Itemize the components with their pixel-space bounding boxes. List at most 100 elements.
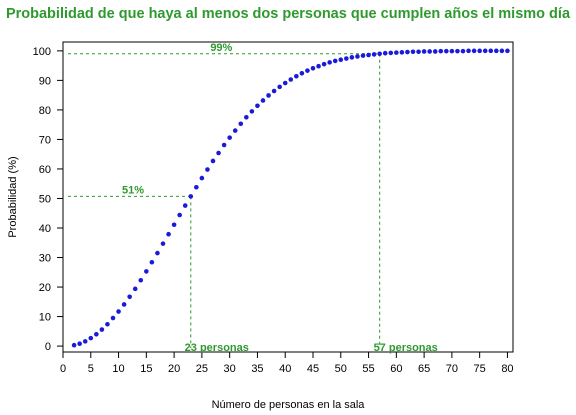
- x-tick-label: 75: [474, 363, 486, 375]
- data-point: [138, 277, 144, 283]
- data-point: [177, 212, 182, 218]
- data-point: [266, 93, 271, 98]
- data-point: [82, 339, 88, 344]
- x-tick-label: 10: [112, 363, 124, 375]
- data-point: [338, 57, 344, 63]
- data-point: [405, 49, 410, 55]
- data-point: [388, 50, 394, 56]
- data-point: [399, 50, 405, 55]
- data-point: [249, 109, 255, 114]
- data-point: [244, 114, 249, 120]
- x-tick-label: 35: [251, 363, 263, 375]
- x-axis-label: Número de personas en la sala: [212, 399, 366, 411]
- data-point: [238, 121, 244, 127]
- data-point: [171, 222, 177, 228]
- data-point: [416, 49, 421, 55]
- data-point: [466, 48, 471, 54]
- data-point: [205, 167, 210, 172]
- annotations: 51% 99% 23 personas 57 personas: [122, 42, 438, 354]
- y-tick-label: 100: [33, 46, 51, 58]
- x-tick-label: 70: [446, 363, 458, 375]
- data-point: [444, 48, 449, 54]
- data-point: [332, 58, 338, 64]
- data-point: [355, 54, 360, 59]
- y-tick-label: 40: [39, 223, 51, 235]
- y-tick-label: 60: [39, 164, 51, 176]
- data-point: [182, 203, 188, 208]
- chart-title: Probabilidad de que haya al menos dos pe…: [5, 6, 571, 22]
- y-tick-label: 20: [39, 282, 51, 294]
- x-tick-label: 60: [390, 363, 402, 375]
- x-tick-label: 40: [279, 363, 291, 375]
- data-point: [210, 158, 216, 164]
- data-point: [166, 231, 171, 237]
- data-point: [310, 65, 316, 71]
- x-axis: 0 5 10 15 20 25 30 35 40 45 50 55 60 65 70 75 80: [60, 351, 514, 375]
- data-point: [432, 49, 438, 54]
- y-axis: 0 10 20 30 40 50 60 70 80 90 100: [33, 46, 64, 353]
- data-point: [438, 48, 444, 54]
- annotation-label: 57 personas: [374, 342, 438, 354]
- data-point: [127, 294, 132, 300]
- data-point: [149, 259, 155, 265]
- data-point: [349, 55, 355, 60]
- data-point: [188, 194, 194, 199]
- x-tick-label: 15: [140, 363, 152, 375]
- data-point: [421, 49, 427, 54]
- data-point: [294, 73, 299, 79]
- data-point: [94, 331, 99, 337]
- x-tick-label: 80: [501, 363, 513, 375]
- data-point: [260, 98, 266, 103]
- data-point: [155, 250, 160, 256]
- data-point: [477, 48, 482, 54]
- data-point: [360, 53, 366, 58]
- data-point: [216, 150, 221, 156]
- plot-frame: [62, 41, 514, 353]
- y-tick-label: 90: [39, 75, 51, 87]
- data-point: [199, 175, 205, 181]
- data-point: [366, 52, 371, 58]
- x-tick-label: 45: [307, 363, 319, 375]
- data-point: [455, 48, 460, 54]
- annotation-label: 23 personas: [185, 342, 249, 354]
- data-point: [132, 286, 138, 292]
- data-point: [371, 52, 377, 57]
- x-tick-label: 65: [418, 363, 430, 375]
- data-points: [71, 48, 510, 348]
- y-tick-label: 50: [39, 193, 51, 205]
- data-point: [288, 77, 294, 82]
- y-tick-label: 10: [39, 312, 51, 324]
- x-tick-label: 25: [196, 363, 208, 375]
- data-point: [344, 56, 349, 61]
- data-point: [321, 61, 327, 67]
- data-point: [410, 49, 416, 55]
- y-tick-label: 30: [39, 253, 51, 265]
- data-point: [327, 60, 332, 65]
- data-point: [144, 269, 149, 274]
- data-point: [227, 135, 232, 140]
- data-point: [116, 309, 121, 314]
- data-point: [494, 48, 499, 54]
- data-point: [427, 49, 432, 54]
- data-point: [194, 184, 199, 190]
- data-point: [299, 70, 305, 76]
- data-point: [305, 68, 310, 73]
- data-point: [99, 327, 105, 332]
- annotation-label: 51%: [122, 184, 144, 196]
- data-point: [282, 80, 288, 86]
- data-point: [382, 50, 388, 56]
- data-point: [121, 302, 127, 307]
- data-point: [105, 321, 110, 327]
- x-tick-label: 50: [335, 363, 347, 375]
- x-tick-label: 30: [224, 363, 236, 375]
- y-tick-label: 80: [39, 105, 51, 117]
- data-point: [394, 50, 399, 55]
- data-point: [377, 51, 382, 57]
- data-point: [110, 315, 116, 321]
- x-tick-label: 20: [168, 363, 180, 375]
- y-axis-label: Probabilidad (%): [7, 156, 19, 237]
- data-point: [316, 63, 321, 69]
- data-point: [255, 103, 260, 109]
- data-point: [221, 142, 227, 148]
